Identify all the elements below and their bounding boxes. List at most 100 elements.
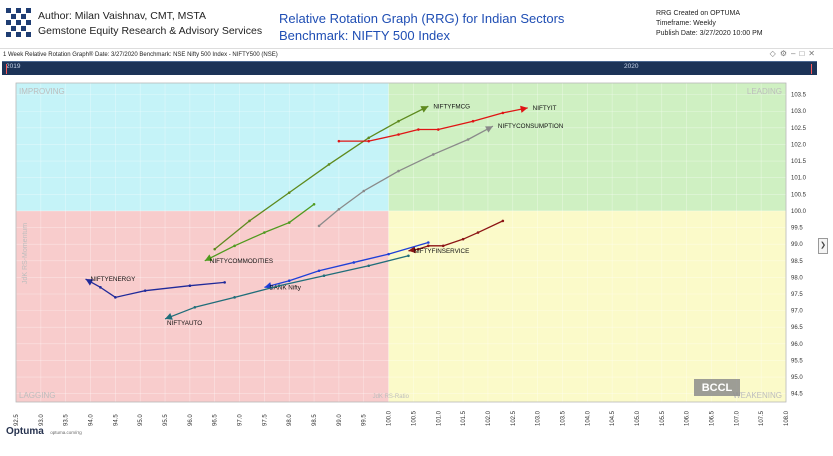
y-axis-title: JdK RS-Momentum — [22, 223, 29, 284]
x-tick-label: 105.0 — [635, 410, 641, 426]
series-label: NIFTYFINSERVICE — [413, 248, 469, 255]
title-line: Relative Rotation Graph (RRG) for Indian… — [279, 11, 565, 26]
y-tick-label: 102.5 — [791, 126, 807, 132]
timeframe: Timeframe: Weekly — [656, 20, 716, 27]
series-point — [287, 279, 291, 283]
optuma-logo: Optuma — [6, 426, 44, 437]
y-tick-label: 99.5 — [791, 226, 803, 232]
series-label: NIFTYFMCG — [433, 103, 470, 110]
series-point — [248, 219, 251, 223]
x-tick-label: 98.0 — [287, 414, 293, 426]
y-tick-label: 98.0 — [791, 275, 803, 281]
series-point — [352, 261, 356, 264]
x-tick-label: 97.0 — [238, 414, 244, 426]
series-point — [337, 207, 341, 211]
series-point — [397, 169, 400, 173]
series-point — [317, 224, 321, 228]
company-logo-icon — [6, 8, 31, 37]
x-tick-label: 99.0 — [337, 414, 343, 426]
quadrant-improving — [16, 83, 389, 211]
series-point — [362, 189, 366, 193]
x-tick-label: 94.5 — [113, 414, 119, 426]
share-icon[interactable]: ◇ — [769, 49, 780, 58]
settings-icon[interactable]: ⚙ — [779, 49, 791, 58]
window-toolbar: ◇⚙–□✕ — [770, 49, 819, 58]
series-point — [223, 281, 226, 284]
series-point — [417, 247, 420, 251]
restore-icon[interactable]: □ — [799, 49, 809, 58]
minimize-icon[interactable]: – — [791, 49, 800, 58]
series-tail — [338, 107, 528, 142]
y-tick-label: 103.5 — [791, 93, 807, 99]
x-tick-label: 107.0 — [734, 410, 740, 426]
series-point — [263, 231, 266, 234]
created-on: RRG Created on OPTUMA — [656, 10, 741, 17]
rrg-chart: IMPROVING LEADING LAGGING WEAKENING JdK RS-R… — [0, 75, 833, 451]
series-point — [367, 136, 371, 140]
x-tick-label: 101.5 — [461, 410, 467, 426]
series-point — [387, 252, 390, 256]
x-tick-label: 94.0 — [89, 414, 95, 426]
series-point — [322, 274, 326, 278]
author-block: Author: Milan Vaishnav, CMT, MSTA Gemsto… — [38, 9, 262, 39]
x-tick-label: 96.0 — [188, 414, 194, 426]
publish-date: Publish Date: 3/27/2020 10:00 PM — [656, 30, 763, 37]
series-label: NIFTYAUTO — [167, 320, 202, 327]
series-point — [287, 191, 291, 194]
author-line: Author: Milan Vaishnav, CMT, MSTA — [38, 10, 207, 22]
watermark-box — [694, 379, 740, 396]
series-point — [317, 269, 321, 273]
series-point — [501, 111, 505, 115]
series-label: NIFTYENERGY — [91, 276, 137, 283]
series-point — [441, 244, 445, 248]
x-tick-label: 97.5 — [262, 414, 268, 426]
timeline-start-handle[interactable] — [6, 64, 7, 74]
close-icon[interactable]: ✕ — [808, 49, 819, 58]
y-tick-label: 95.0 — [791, 375, 803, 381]
x-tick-label: 101.0 — [436, 410, 442, 426]
series-head-arrow — [520, 105, 528, 113]
timeline-label-start: 2019 — [6, 63, 21, 70]
plot-frame — [15, 82, 787, 403]
scroll-button[interactable]: ❯ — [818, 238, 828, 254]
timeline-label-end: 2020 — [624, 63, 639, 70]
series-point — [287, 221, 291, 224]
quadrant-label-improving: IMPROVING — [19, 87, 65, 96]
series-head-arrow — [485, 126, 493, 133]
chart-info-bar: 1 Week Relative Rotation Graph® Date: 3/… — [0, 48, 833, 60]
series-label: NIFTYCOMMODITIES — [210, 258, 273, 265]
series-point — [471, 119, 475, 123]
x-tick-label: 104.0 — [585, 410, 591, 426]
series-point — [337, 139, 341, 143]
x-tick-label: 102.5 — [511, 410, 517, 426]
series-label: BANK Nifty — [269, 284, 301, 291]
y-tick-label: 102.0 — [791, 142, 807, 148]
series-point — [476, 231, 480, 234]
series-point — [367, 264, 371, 268]
quadrant-label-lagging: LAGGING — [19, 391, 55, 400]
x-tick-label: 98.5 — [312, 414, 318, 426]
series-point — [367, 139, 371, 143]
series-point — [327, 163, 331, 166]
x-tick-label: 104.5 — [610, 410, 616, 426]
timeline-slider[interactable]: 2019 2020 — [2, 61, 817, 75]
series-point — [407, 254, 410, 258]
watermark-text: BCCL — [702, 382, 733, 394]
series-point — [427, 244, 430, 248]
x-tick-label: 102.0 — [486, 410, 492, 426]
series-head-arrow — [204, 254, 213, 261]
x-tick-label: 100.0 — [387, 410, 393, 426]
x-tick-label: 99.5 — [362, 414, 368, 426]
x-tick-label: 100.5 — [411, 410, 417, 426]
x-tick-label: 93.5 — [64, 414, 70, 426]
series-point — [233, 296, 236, 299]
series-point — [193, 305, 197, 309]
x-tick-label: 96.5 — [213, 414, 219, 426]
y-tick-label: 94.5 — [791, 392, 803, 398]
x-tick-label: 93.0 — [39, 414, 45, 426]
series-point — [427, 241, 430, 244]
series-point — [213, 247, 217, 251]
series-label: NIFTYIT — [533, 105, 557, 112]
timeline-end-handle[interactable] — [811, 64, 812, 74]
series-head-arrow — [85, 279, 94, 286]
